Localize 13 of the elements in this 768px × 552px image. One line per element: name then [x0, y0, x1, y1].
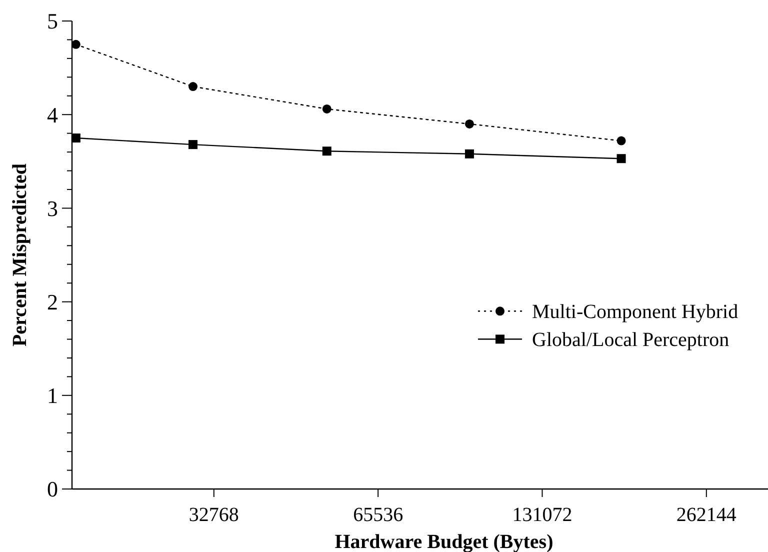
y-axis-title: Percent Mispredicted	[9, 163, 31, 347]
legend-label: Multi-Component Hybrid	[532, 301, 738, 324]
y-tick-label: 3	[47, 196, 58, 221]
x-tick-label: 65536	[353, 504, 404, 526]
y-tick-label: 2	[47, 290, 58, 314]
y-tick-label: 4	[47, 102, 58, 128]
x-tick-label: 262144	[676, 504, 736, 526]
legend-label: Global/Local Perceptron	[532, 329, 730, 352]
x-tick-label: 32768	[188, 504, 239, 526]
x-tick-label: 131072	[512, 504, 572, 526]
y-tick-label: 1	[47, 383, 58, 408]
y-tick-label: 5	[47, 8, 58, 34]
y-tick-label: 0	[47, 476, 58, 502]
